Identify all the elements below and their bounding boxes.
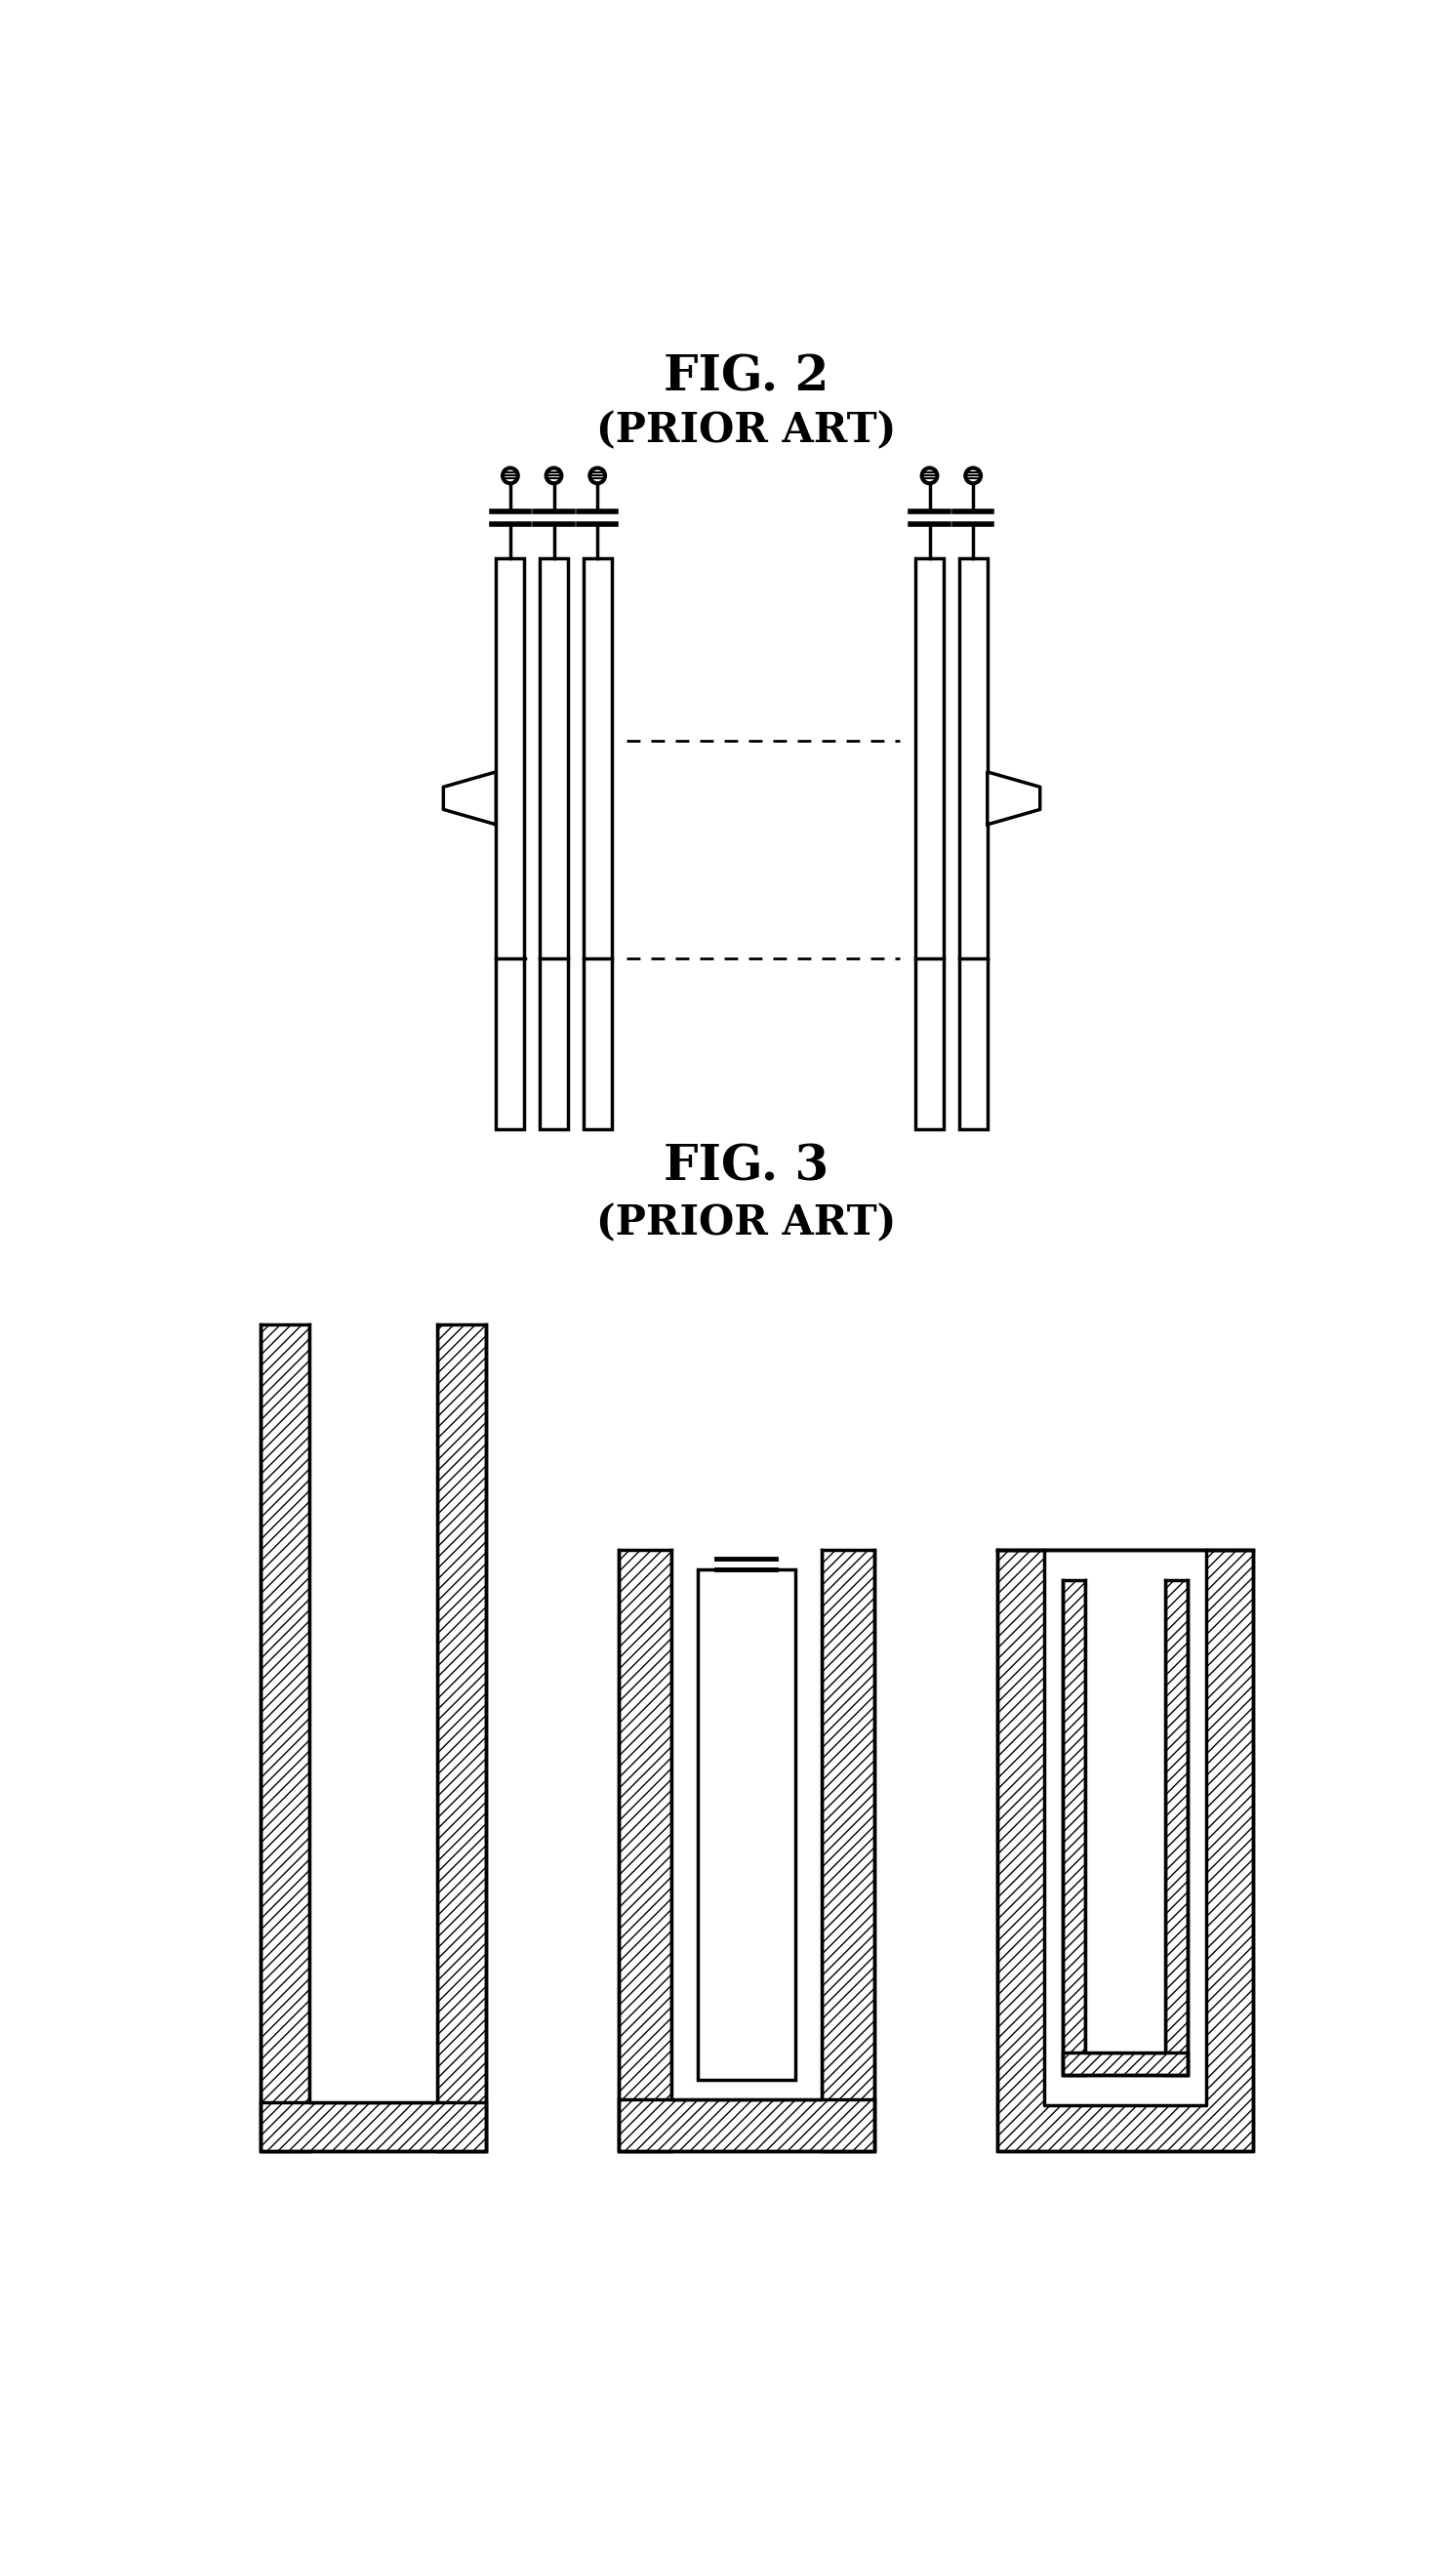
Bar (1063, 2051, 1187, 2074)
Circle shape (964, 466, 983, 484)
Bar (496, 558, 524, 1129)
Bar (540, 558, 568, 1129)
Bar (821, 1549, 874, 2151)
Circle shape (549, 471, 559, 481)
Bar (310, 1324, 437, 2103)
Bar (619, 1549, 671, 2151)
Polygon shape (444, 771, 496, 825)
Circle shape (593, 471, 603, 481)
Bar (437, 1324, 486, 2151)
Polygon shape (987, 771, 1040, 825)
Circle shape (588, 466, 607, 484)
Bar (997, 1549, 1252, 2151)
Bar (916, 558, 943, 1129)
Bar (261, 1324, 310, 2151)
Text: FIG. 2: FIG. 2 (664, 353, 828, 402)
Circle shape (545, 466, 563, 484)
Bar (960, 558, 987, 1129)
Bar (261, 2103, 486, 2151)
Circle shape (505, 471, 515, 481)
Circle shape (501, 466, 520, 484)
Circle shape (968, 471, 978, 481)
Bar (1165, 1580, 1187, 2074)
Bar (619, 2100, 874, 2151)
Text: FIG. 3: FIG. 3 (664, 1142, 828, 1191)
Text: (PRIOR ART): (PRIOR ART) (596, 1204, 897, 1245)
Bar (1063, 1580, 1085, 2074)
Circle shape (920, 466, 939, 484)
Bar (697, 1570, 795, 2080)
Circle shape (925, 471, 935, 481)
Text: (PRIOR ART): (PRIOR ART) (596, 410, 897, 451)
Bar (1085, 1580, 1165, 2051)
Bar (1044, 1549, 1206, 2105)
Bar (671, 1549, 821, 2100)
Bar (584, 558, 612, 1129)
